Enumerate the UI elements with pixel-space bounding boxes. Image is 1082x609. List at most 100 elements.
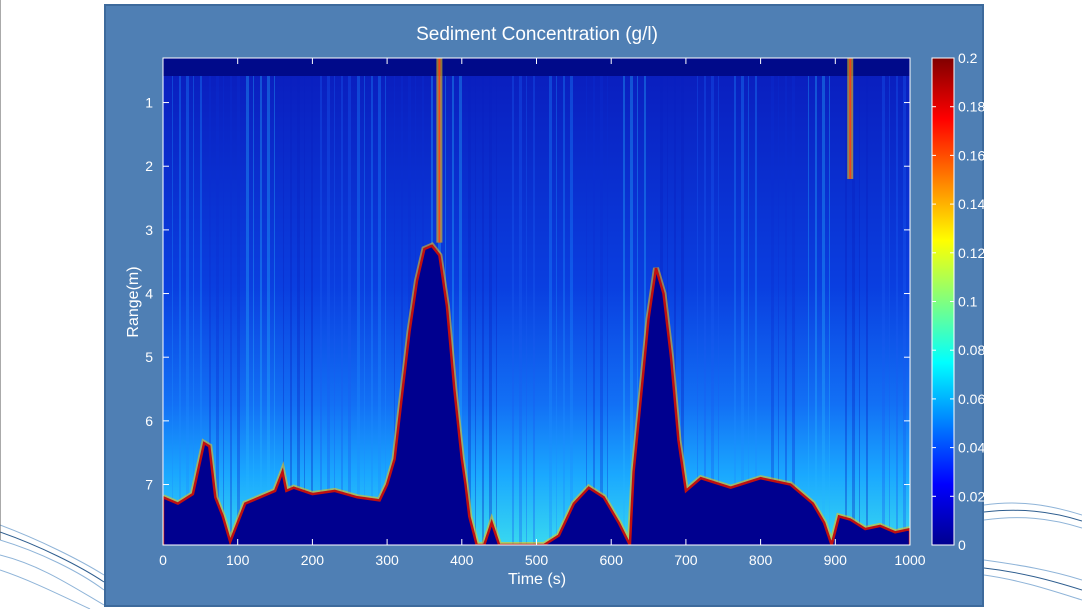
streak <box>570 76 573 545</box>
y-tick-label: 6 <box>145 413 153 429</box>
streak <box>230 76 232 545</box>
y-axis: 1 2 3 4 5 6 7 <box>145 95 910 493</box>
streak <box>697 76 698 545</box>
streak <box>748 76 749 545</box>
colorbar-tick-label: 0.1 <box>958 294 978 310</box>
colorbar-tick-label: 0.04 <box>958 440 985 456</box>
streak <box>519 76 522 545</box>
streak <box>644 76 646 545</box>
colorbar-tick-label: 0 <box>958 537 966 553</box>
streak <box>452 76 454 545</box>
concentration-column-core <box>849 58 852 179</box>
streak <box>637 76 638 545</box>
y-tick-label: 2 <box>145 158 153 174</box>
x-tick-label: 600 <box>600 552 624 568</box>
streak <box>394 76 395 545</box>
streak <box>815 76 817 545</box>
streak <box>778 76 779 545</box>
streak <box>630 76 633 545</box>
streak <box>623 76 625 545</box>
streak <box>845 76 847 545</box>
x-tick-label: 700 <box>674 552 698 568</box>
streak <box>385 76 386 545</box>
vertical-streaks <box>163 76 906 545</box>
streak <box>357 76 360 545</box>
streak <box>334 76 335 545</box>
colorbar-tick-label: 0.12 <box>958 245 985 261</box>
streak <box>785 76 787 545</box>
y-tick-label: 4 <box>145 286 153 302</box>
top-dead-zone <box>163 58 910 76</box>
x-axis: 0 100 200 300 400 500 600 700 800 900 1000 <box>159 58 926 568</box>
streak <box>371 76 373 545</box>
plot-area <box>163 58 910 545</box>
streak <box>209 76 211 545</box>
streak <box>237 76 240 545</box>
colorbar-tick-label: 0.14 <box>958 196 985 212</box>
streak <box>283 76 284 545</box>
x-tick-label: 800 <box>749 552 773 568</box>
seabed-region <box>163 244 910 545</box>
water-column <box>163 76 910 545</box>
streak <box>311 76 313 545</box>
streak <box>563 76 565 545</box>
streak <box>290 76 292 545</box>
streak <box>401 76 403 545</box>
streak <box>882 76 885 545</box>
streak <box>341 76 343 545</box>
streak <box>408 76 411 545</box>
streak <box>681 76 684 545</box>
y-tick-label: 5 <box>145 349 153 365</box>
streak <box>859 76 860 545</box>
x-tick-label: 1000 <box>894 552 925 568</box>
x-tick-label: 100 <box>226 552 250 568</box>
streak <box>889 76 890 545</box>
colorbar-tick-label: 0.02 <box>958 488 985 504</box>
streak <box>260 76 262 545</box>
streak <box>475 76 476 545</box>
streak <box>792 76 795 545</box>
y-tick-label: 1 <box>145 95 153 111</box>
x-tick-label: 200 <box>301 552 325 568</box>
streak <box>526 76 527 545</box>
streak <box>327 76 330 545</box>
colorbar-tick-label: 0.16 <box>958 147 985 163</box>
chart-title: Sediment Concentration (g/l) <box>416 24 658 45</box>
streak <box>193 76 194 545</box>
streak <box>179 76 181 545</box>
y-tick-label: 7 <box>145 477 153 493</box>
streak <box>829 76 830 545</box>
streak <box>378 76 381 545</box>
streak <box>704 76 706 545</box>
streak <box>600 76 603 545</box>
streak <box>533 76 535 545</box>
streak <box>320 76 322 545</box>
streak <box>718 76 719 545</box>
streak <box>267 76 270 545</box>
streak <box>549 76 552 545</box>
streak <box>172 76 173 545</box>
y-axis-label: Range(m) <box>125 266 142 337</box>
streak <box>586 76 587 545</box>
streak <box>674 76 676 545</box>
streak <box>348 76 351 545</box>
colorbar-tick-label: 0.08 <box>958 342 985 358</box>
colorbar-tick-label: 0.2 <box>958 50 978 66</box>
streak <box>866 76 868 545</box>
streak <box>852 76 855 545</box>
x-tick-label: 500 <box>525 552 549 568</box>
y-tick-label: 3 <box>145 222 153 238</box>
streak <box>468 76 471 545</box>
streak <box>734 76 736 545</box>
streak <box>822 76 825 545</box>
streak <box>459 76 462 545</box>
x-axis-label: Time (s) <box>508 571 566 588</box>
streak <box>216 76 219 545</box>
streak <box>808 76 809 545</box>
x-tick-label: 0 <box>159 552 167 568</box>
high-concentration-columns <box>436 58 854 243</box>
x-tick-label: 400 <box>450 552 474 568</box>
streak <box>489 76 492 545</box>
